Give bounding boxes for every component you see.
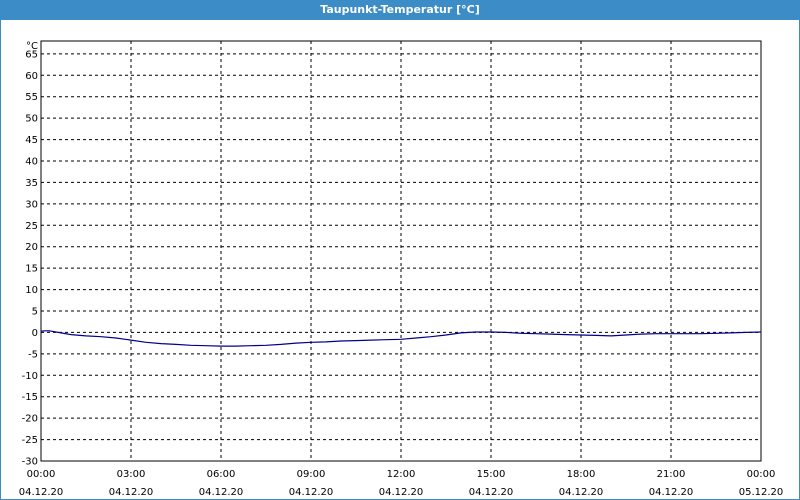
x-tick-date-label: 04.12.20 [19, 487, 64, 498]
x-tick-date-label: 04.12.20 [199, 487, 244, 498]
chart-title: Taupunkt-Temperatur [°C] [1, 1, 799, 20]
y-tick-label: 35 [25, 178, 38, 189]
y-tick-label: -5 [28, 349, 38, 360]
x-tick-time-label: 18:00 [567, 469, 596, 480]
y-tick-label: 25 [25, 221, 38, 232]
y-tick-label: 55 [25, 92, 38, 103]
y-tick-label: -30 [22, 457, 38, 468]
series-layer [40, 330, 762, 347]
x-tick-time-label: 21:00 [657, 469, 686, 480]
y-tick-label: -15 [22, 392, 38, 403]
x-tick-time-label: 09:00 [297, 469, 326, 480]
x-tick-date-label: 04.12.20 [469, 487, 514, 498]
y-tick-label: 10 [25, 285, 38, 296]
y-tick-label: -25 [22, 435, 38, 446]
y-tick-label: 0 [32, 328, 38, 339]
x-tick-time-label: 00:00 [27, 469, 56, 480]
x-tick-time-label: 12:00 [387, 469, 416, 480]
y-tick-label: 65 [25, 49, 38, 60]
y-tick-label: 20 [25, 242, 38, 253]
x-tick-date-label: 04.12.20 [289, 487, 334, 498]
dew-point-series-line [40, 330, 762, 347]
x-tick-date-label: 04.12.20 [559, 487, 604, 498]
x-tick-date-label: 04.12.20 [109, 487, 154, 498]
x-tick-date-label: 04.12.20 [379, 487, 424, 498]
x-tick-time-label: 03:00 [117, 469, 146, 480]
plot-frame [40, 40, 762, 462]
x-tick-time-label: 06:00 [207, 469, 236, 480]
y-tick-label: 50 [25, 114, 38, 125]
grid-lines [41, 41, 761, 461]
y-tick-label: 60 [25, 71, 38, 82]
y-tick-label: 30 [25, 199, 38, 210]
y-tick-label: 15 [25, 264, 38, 275]
y-axis-ticks: 65605550454035302520151050-5-10-15-20-25… [22, 49, 38, 467]
y-tick-label: 5 [32, 307, 38, 318]
y-tick-label: -10 [22, 371, 38, 382]
y-axis-unit-label: °C [26, 41, 38, 52]
y-tick-label: 40 [25, 157, 38, 168]
x-tick-time-label: 15:00 [477, 469, 506, 480]
x-tick-date-label: 05.12.20 [739, 487, 784, 498]
x-tick-date-label: 04.12.20 [649, 487, 694, 498]
x-tick-time-label: 00:00 [747, 469, 776, 480]
y-tick-label: -20 [22, 414, 38, 425]
dew-point-chart: 65605550454035302520151050-5-10-15-20-25… [19, 40, 784, 498]
y-tick-label: 45 [25, 135, 38, 146]
x-axis-ticks: 00:00 04.12.20 03:00 04.12.20 06:00 04.12.20 0… [19, 469, 784, 498]
